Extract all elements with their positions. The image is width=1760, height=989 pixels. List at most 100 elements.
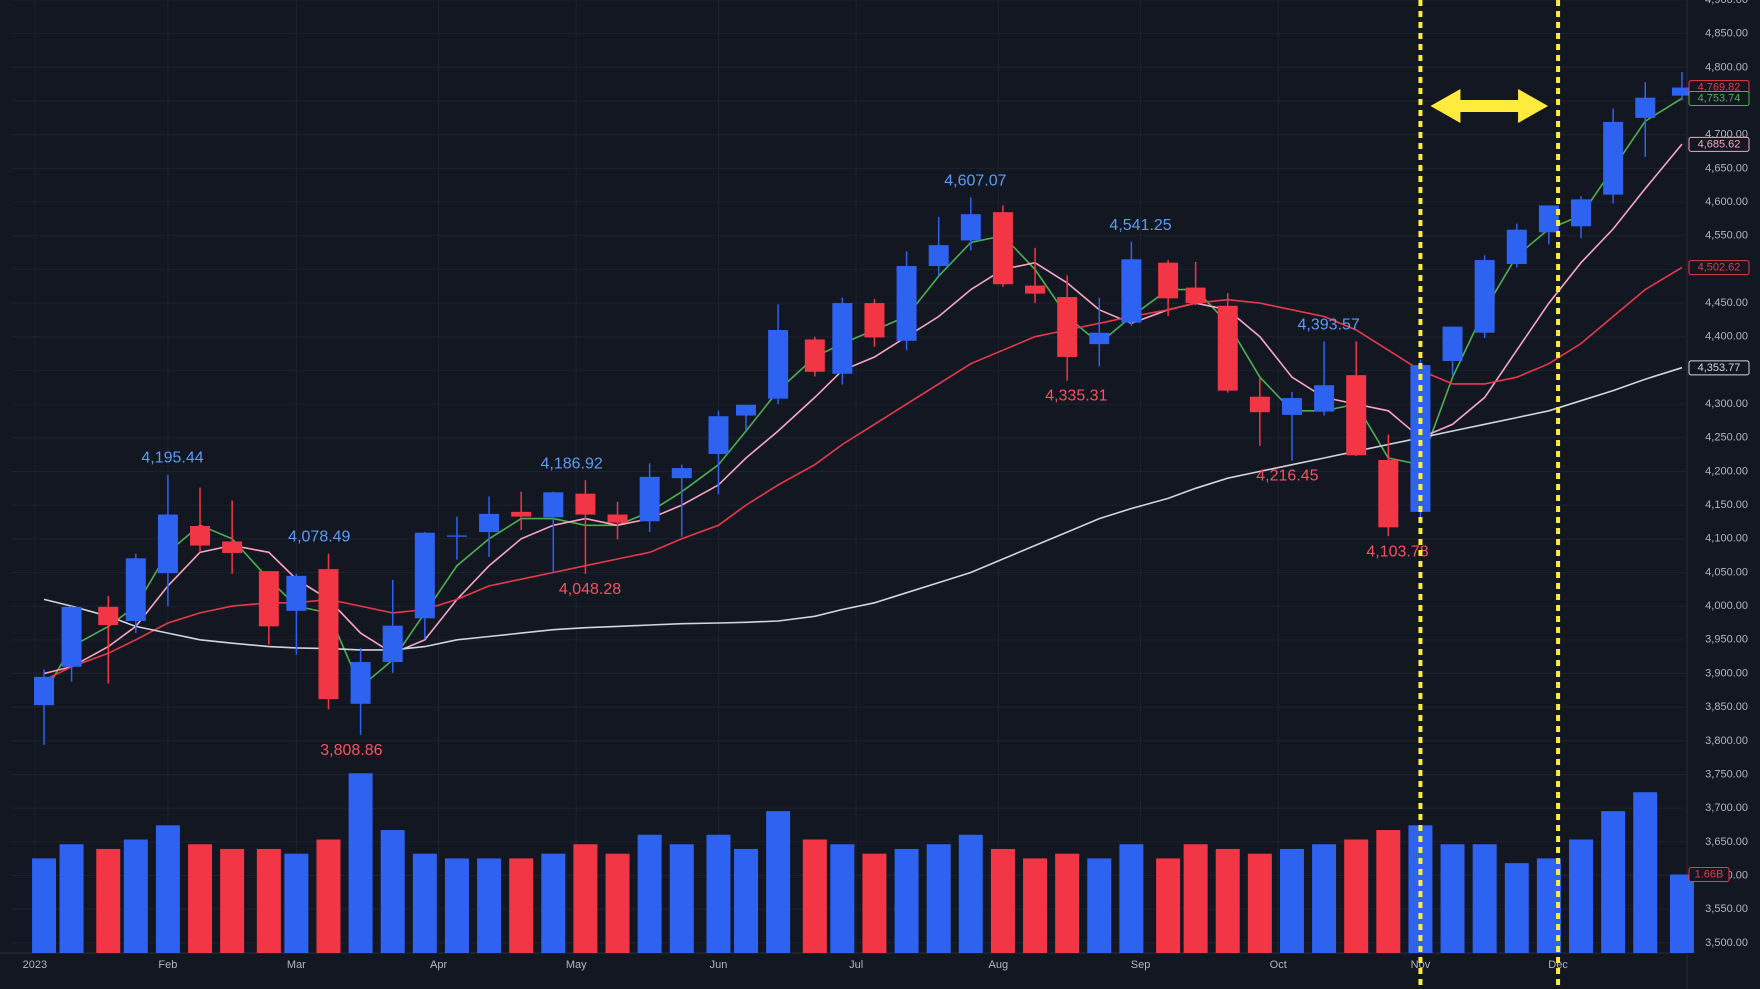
candle-body: [575, 493, 596, 515]
candle-body: [1217, 305, 1238, 391]
volume-bar: [958, 834, 983, 953]
candle-body: [864, 303, 885, 338]
volume-bar: [1055, 853, 1080, 953]
volume-bar: [1440, 844, 1465, 953]
volume-bar: [1569, 839, 1594, 953]
x-tick-label: Oct: [1270, 959, 1287, 971]
volume-bar: [830, 844, 855, 953]
candle-body: [1346, 375, 1367, 456]
candle-body: [350, 662, 371, 704]
candle-body: [1025, 285, 1046, 294]
volume-bar: [509, 858, 534, 953]
candle-body: [511, 511, 532, 517]
y-tick-label: 4,800.00: [1705, 61, 1748, 73]
y-tick-label: 4,550.00: [1705, 230, 1748, 242]
volume-bar: [1376, 830, 1401, 953]
candle-body: [1089, 332, 1110, 345]
candle-body: [928, 245, 949, 267]
candle-body: [1442, 326, 1463, 361]
volume-bar: [1344, 839, 1369, 953]
y-tick-label: 3,650.00: [1705, 836, 1748, 848]
y-tick-label: 4,900.00: [1705, 0, 1748, 6]
volume-bar: [862, 853, 887, 953]
x-tick-label: Apr: [430, 959, 447, 971]
volume-bar: [316, 839, 341, 953]
volume-bar: [733, 848, 758, 953]
candle-body: [708, 416, 729, 454]
price-tag-label: 4,753.74: [1698, 92, 1741, 104]
volume-bar: [894, 848, 919, 953]
volume-bar: [32, 858, 57, 953]
volume-bar: [1669, 874, 1694, 953]
price-tag: [1688, 136, 1750, 152]
y-tick-label: 4,450.00: [1705, 297, 1748, 309]
candle-body: [960, 214, 981, 241]
volume-bar: [1601, 811, 1626, 953]
volume-bar: [1408, 825, 1433, 953]
volume-bar: [1279, 848, 1304, 953]
x-tick-label: Nov: [1411, 959, 1431, 971]
moving-average-line: [43, 97, 1683, 695]
volume-bar: [96, 848, 121, 953]
x-tick-label: May: [566, 959, 587, 971]
y-tick-label: 3,700.00: [1705, 802, 1748, 814]
x-tick-label: Jul: [849, 959, 863, 971]
y-tick-label: 3,500.00: [1705, 937, 1748, 949]
volume-bar: [802, 839, 827, 953]
candle-body: [157, 514, 178, 574]
y-tick-label: 3,900.00: [1705, 667, 1748, 679]
candle-body: [543, 492, 564, 518]
extreme-label: 4,607.07: [944, 173, 1006, 190]
x-tick-label: Aug: [989, 959, 1009, 971]
candle-body: [318, 569, 339, 700]
y-tick-label: 4,000.00: [1705, 600, 1748, 612]
y-tick-label: 4,300.00: [1705, 398, 1748, 410]
candle-body: [98, 606, 119, 626]
candle-body: [1506, 229, 1527, 265]
candle-body: [1249, 396, 1270, 413]
extreme-label: 4,335.31: [1045, 388, 1107, 405]
volume-bar: [1183, 844, 1208, 953]
price-tag: [1688, 91, 1750, 107]
volume-bar: [541, 853, 566, 953]
candle-body: [34, 676, 55, 706]
candle-body: [1057, 297, 1078, 357]
price-tag-label: 4,353.77: [1698, 362, 1741, 374]
price-tag-label: 4,769.82: [1698, 82, 1741, 94]
volume-bar: [284, 853, 309, 953]
candle-body: [1314, 385, 1335, 412]
y-tick-label: 4,600.00: [1705, 196, 1748, 208]
x-tick-label: Mar: [287, 959, 306, 971]
y-tick-label: 4,650.00: [1705, 162, 1748, 174]
candle-body: [639, 476, 660, 522]
candle-body: [1185, 287, 1206, 304]
x-tick-label: Feb: [158, 959, 177, 971]
candle-body: [479, 513, 500, 533]
y-tick-label: 3,950.00: [1705, 634, 1748, 646]
volume-tag: [1688, 866, 1730, 882]
candle-body: [607, 514, 628, 523]
extreme-label: 4,078.49: [288, 529, 350, 546]
candle-body: [222, 541, 243, 553]
x-tick-label: Sep: [1131, 959, 1151, 971]
y-tick-label: 4,200.00: [1705, 465, 1748, 477]
candle-body: [258, 571, 279, 627]
candle-body: [1603, 121, 1624, 195]
double-arrow: [1430, 89, 1549, 123]
extreme-label: 4,216.45: [1256, 468, 1318, 485]
volume-tag-label: 1.66B: [1695, 868, 1724, 880]
volume-bar: [926, 844, 951, 953]
volume-bar: [444, 858, 469, 953]
candle-body: [1571, 199, 1592, 227]
candle-body: [992, 212, 1013, 285]
extreme-label: 4,048.28: [559, 581, 621, 598]
candle-body: [804, 339, 825, 372]
moving-average-line: [43, 266, 1683, 681]
candle-body: [190, 526, 211, 546]
y-tick-label: 4,850.00: [1705, 28, 1748, 40]
volume-bar: [1156, 858, 1181, 953]
volume-bar: [123, 839, 148, 953]
candle-body: [896, 266, 917, 341]
